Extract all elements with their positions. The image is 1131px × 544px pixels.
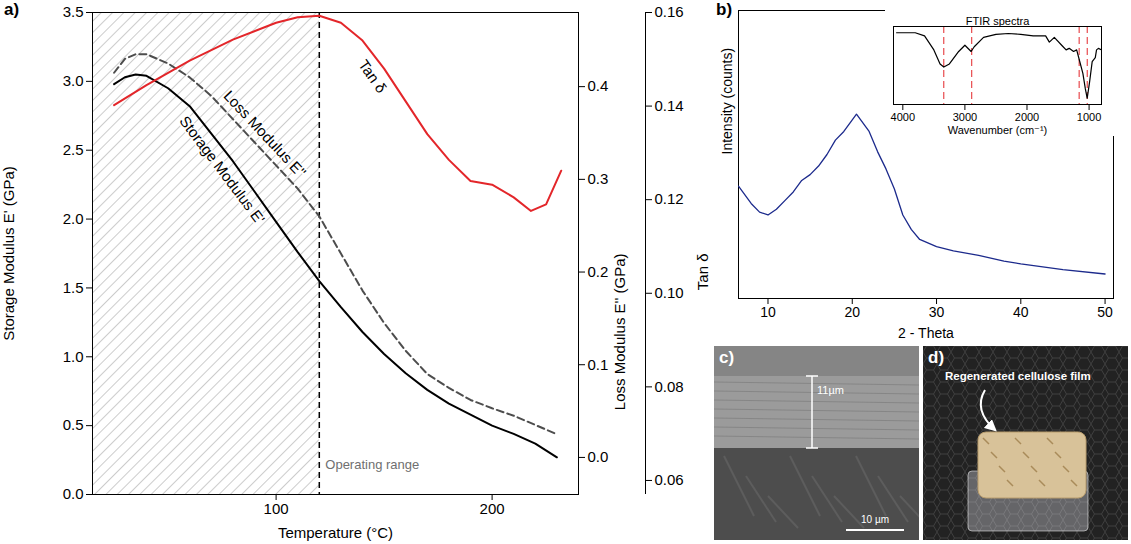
svg-text:50: 50 [1097,304,1113,320]
svg-text:0.16: 0.16 [655,3,684,20]
svg-text:Regenerated cellulose film: Regenerated cellulose film [945,370,1091,382]
svg-text:Wavenumber (cm⁻¹): Wavenumber (cm⁻¹) [948,124,1048,136]
svg-text:4000: 4000 [891,111,915,123]
svg-text:0.3: 0.3 [588,170,609,187]
svg-text:2.0: 2.0 [63,210,84,227]
svg-text:1.5: 1.5 [63,279,84,296]
svg-text:1.0: 1.0 [63,348,84,365]
svg-text:2000: 2000 [1015,111,1039,123]
svg-text:20: 20 [844,304,860,320]
svg-text:Operating range: Operating range [325,457,419,472]
svg-text:Tan δ: Tan δ [694,254,711,291]
svg-text:3.5: 3.5 [63,3,84,20]
svg-text:0.06: 0.06 [655,471,684,488]
svg-text:0.1: 0.1 [588,356,609,373]
svg-text:100: 100 [264,500,289,517]
svg-text:30: 30 [929,304,945,320]
svg-text:Loss Modulus E'' (GPa): Loss Modulus E'' (GPa) [611,253,628,410]
svg-text:3.0: 3.0 [63,72,84,89]
svg-text:0.0: 0.0 [63,485,84,502]
svg-text:0.0: 0.0 [588,448,609,465]
svg-text:11µm: 11µm [817,384,844,396]
svg-text:0.4: 0.4 [588,77,609,94]
svg-text:0.10: 0.10 [655,284,684,301]
svg-text:0.5: 0.5 [63,416,84,433]
html-text:a): a) [4,0,20,19]
svg-text:0.08: 0.08 [655,378,684,395]
svg-text:Loss Modulus E'': Loss Modulus E'' [220,87,309,181]
svg-text:FTIR spectra: FTIR spectra [966,15,1030,27]
svg-text:Storage Modulus E': Storage Modulus E' [176,112,269,227]
svg-text:40: 40 [1013,304,1029,320]
svg-text:0.2: 0.2 [588,263,609,280]
svg-text:2.5: 2.5 [63,141,84,158]
svg-text:Tan δ: Tan δ [355,56,390,96]
svg-text:10 µm: 10 µm [861,514,889,525]
svg-text:0.12: 0.12 [655,190,684,207]
svg-text:Intensity (counts): Intensity (counts) [719,48,735,155]
svg-text:Storage Modulus E' (GPa): Storage Modulus E' (GPa) [0,166,17,341]
html-text:c): c) [719,348,735,367]
svg-text:10: 10 [760,304,776,320]
svg-text:0.14: 0.14 [655,97,684,114]
svg-text:2 - Theta: 2 - Theta [898,325,954,341]
html-text:b): b) [716,0,732,19]
svg-text:Temperature (°C): Temperature (°C) [278,524,393,541]
svg-text:3000: 3000 [953,111,977,123]
svg-text:200: 200 [480,500,505,517]
svg-text:1000: 1000 [1077,111,1101,123]
html-text:d): d) [928,348,944,367]
